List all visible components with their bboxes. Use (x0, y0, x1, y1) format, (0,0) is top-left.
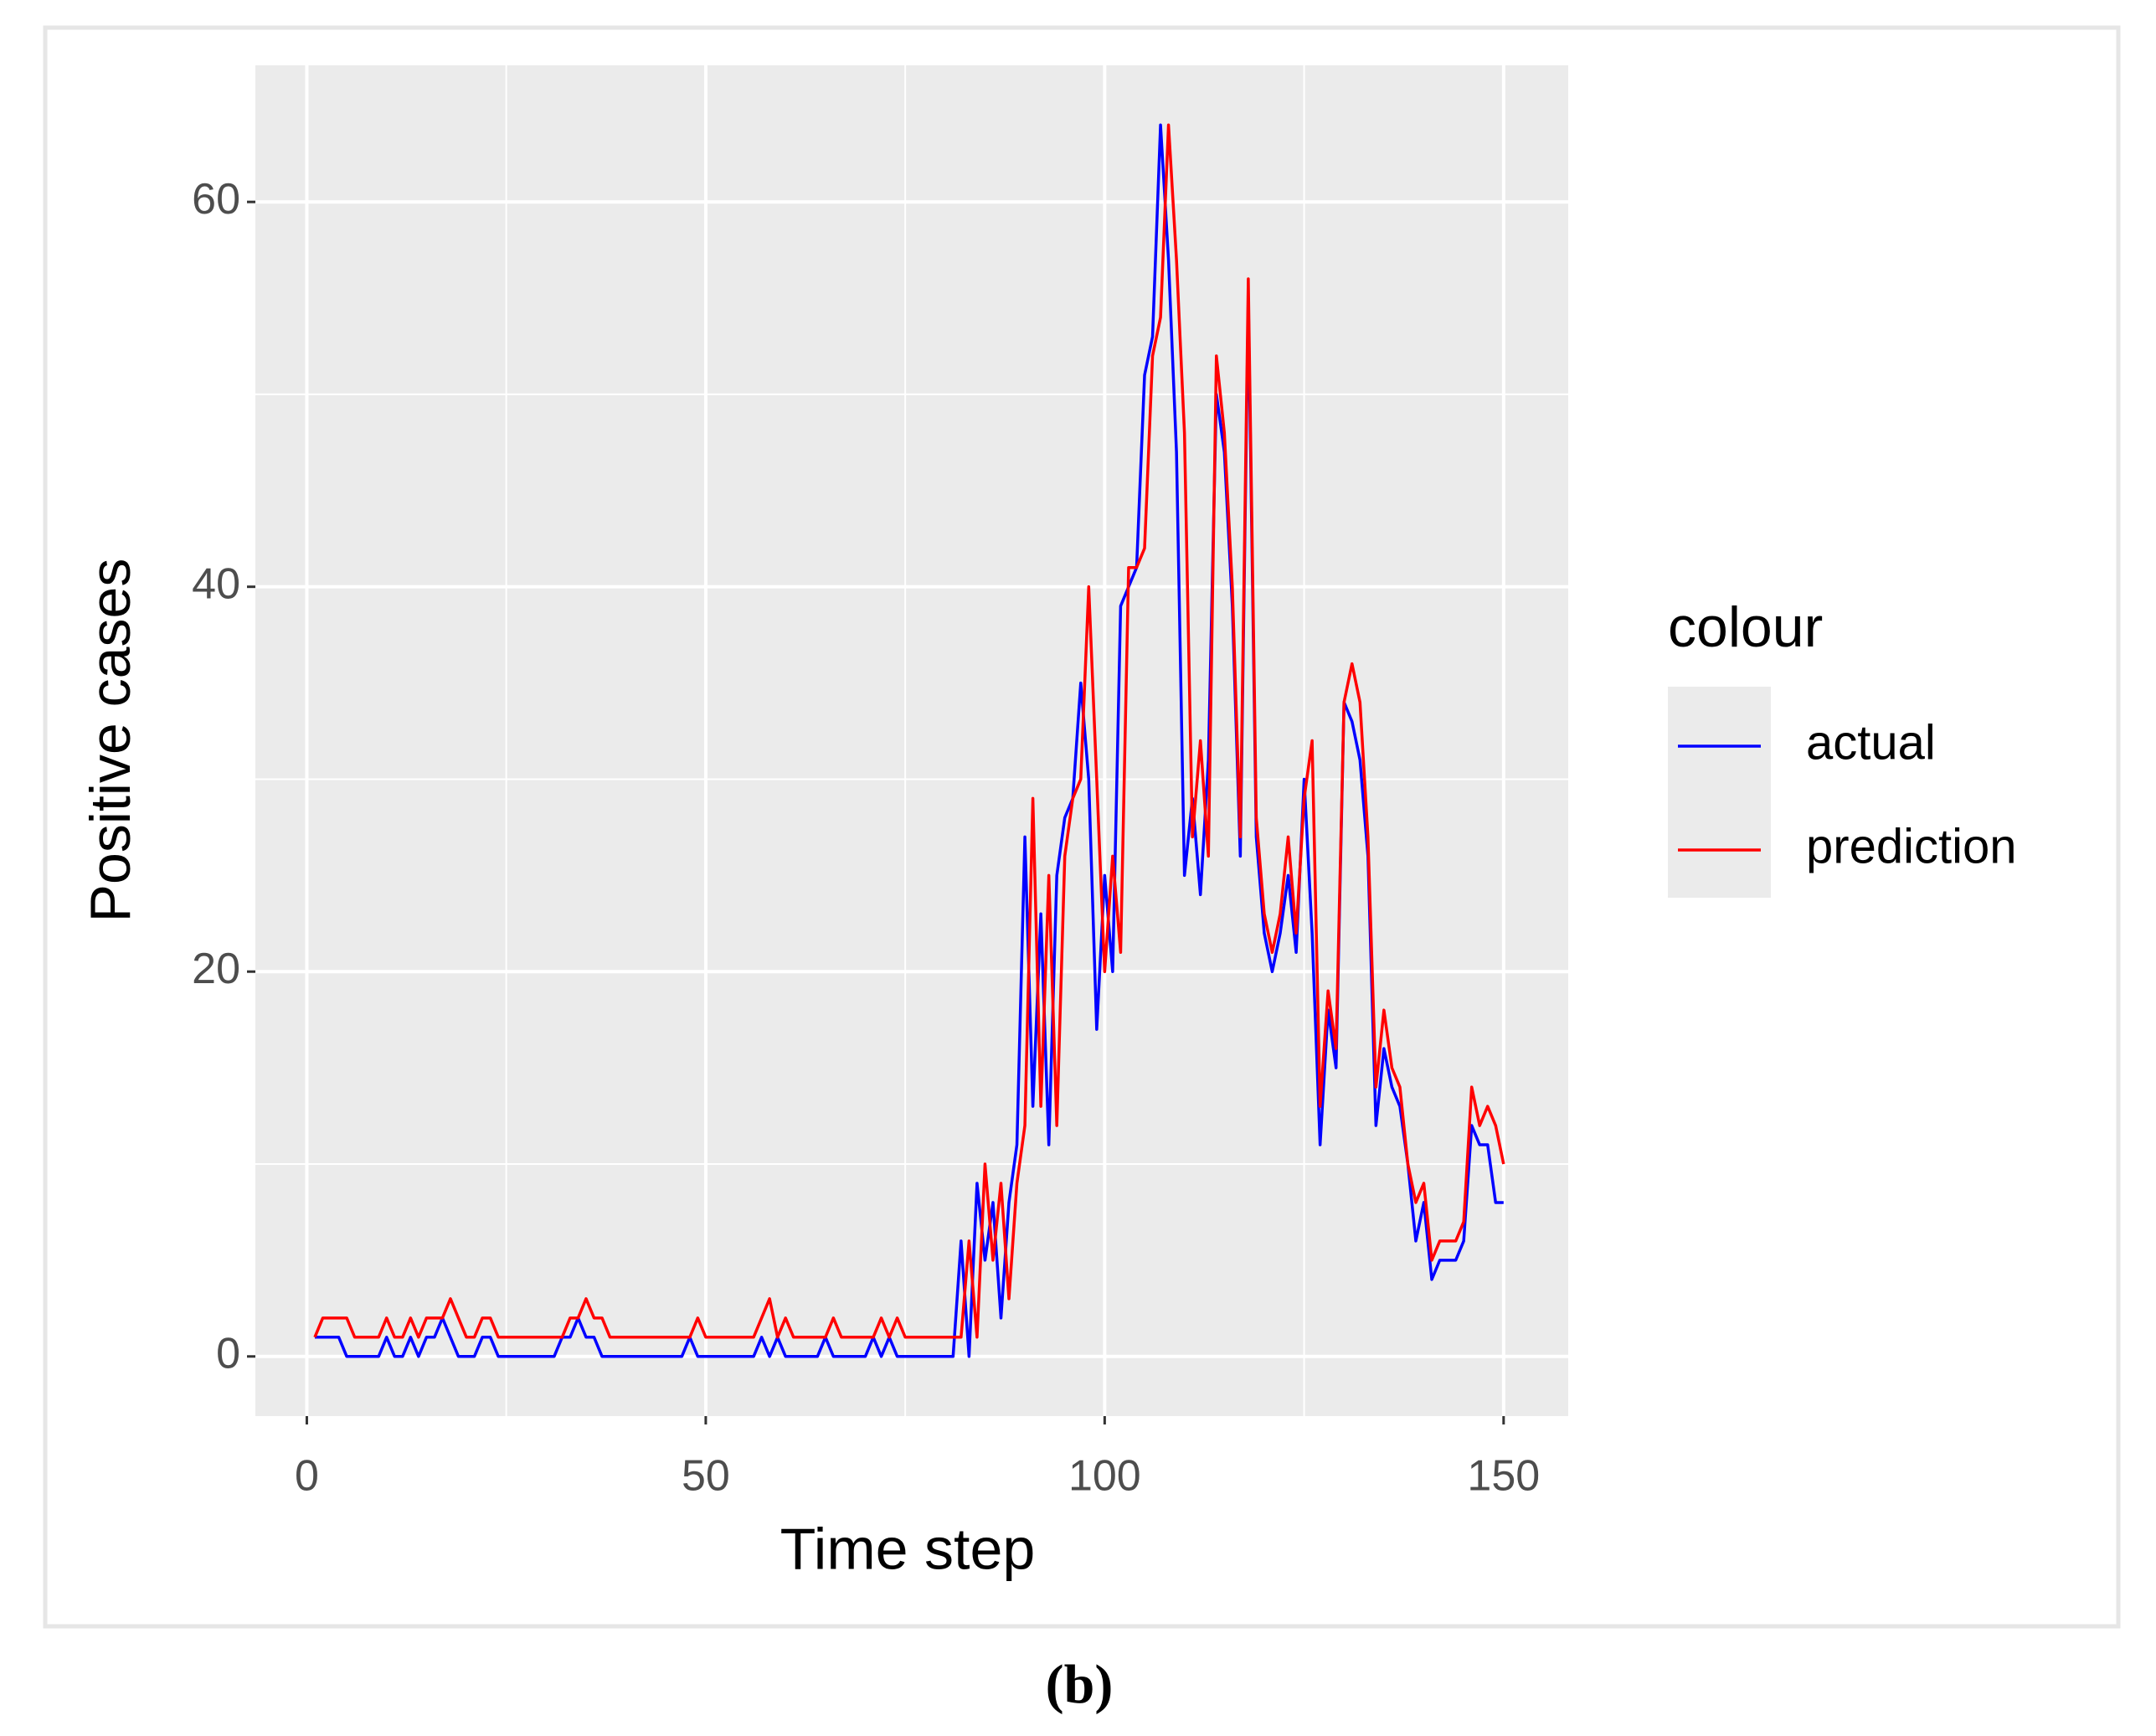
data-line (313, 123, 1505, 1339)
legend-title: colour (1668, 595, 1823, 659)
legend-label: actual (1806, 715, 1936, 770)
y-tick-label: 20 (192, 945, 240, 993)
x-tick-label: 50 (682, 1452, 730, 1501)
legend-label: prediction (1806, 819, 2016, 873)
x-tick-label: 100 (1068, 1452, 1141, 1501)
x-tick-label: 150 (1467, 1452, 1540, 1501)
y-tick-label: 60 (192, 175, 240, 224)
y-axis-title: Positive cases (79, 559, 142, 923)
caption: (b) (1046, 1654, 1114, 1715)
x-axis-title: Time step (780, 1516, 1036, 1581)
y-tick-label: 40 (192, 559, 240, 608)
plot-panel (255, 65, 1568, 1416)
data-line (314, 123, 1504, 1358)
y-tick-label: 0 (216, 1330, 240, 1378)
legend-key-background (1668, 687, 1771, 898)
x-tick-label: 0 (295, 1452, 319, 1501)
